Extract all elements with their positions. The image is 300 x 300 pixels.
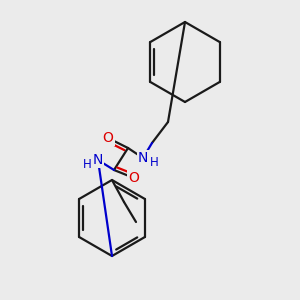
Text: N: N	[93, 153, 103, 167]
Text: O: O	[103, 131, 113, 145]
Text: N: N	[138, 151, 148, 165]
Text: H: H	[82, 158, 91, 172]
Text: O: O	[129, 171, 140, 185]
Text: H: H	[150, 157, 158, 169]
